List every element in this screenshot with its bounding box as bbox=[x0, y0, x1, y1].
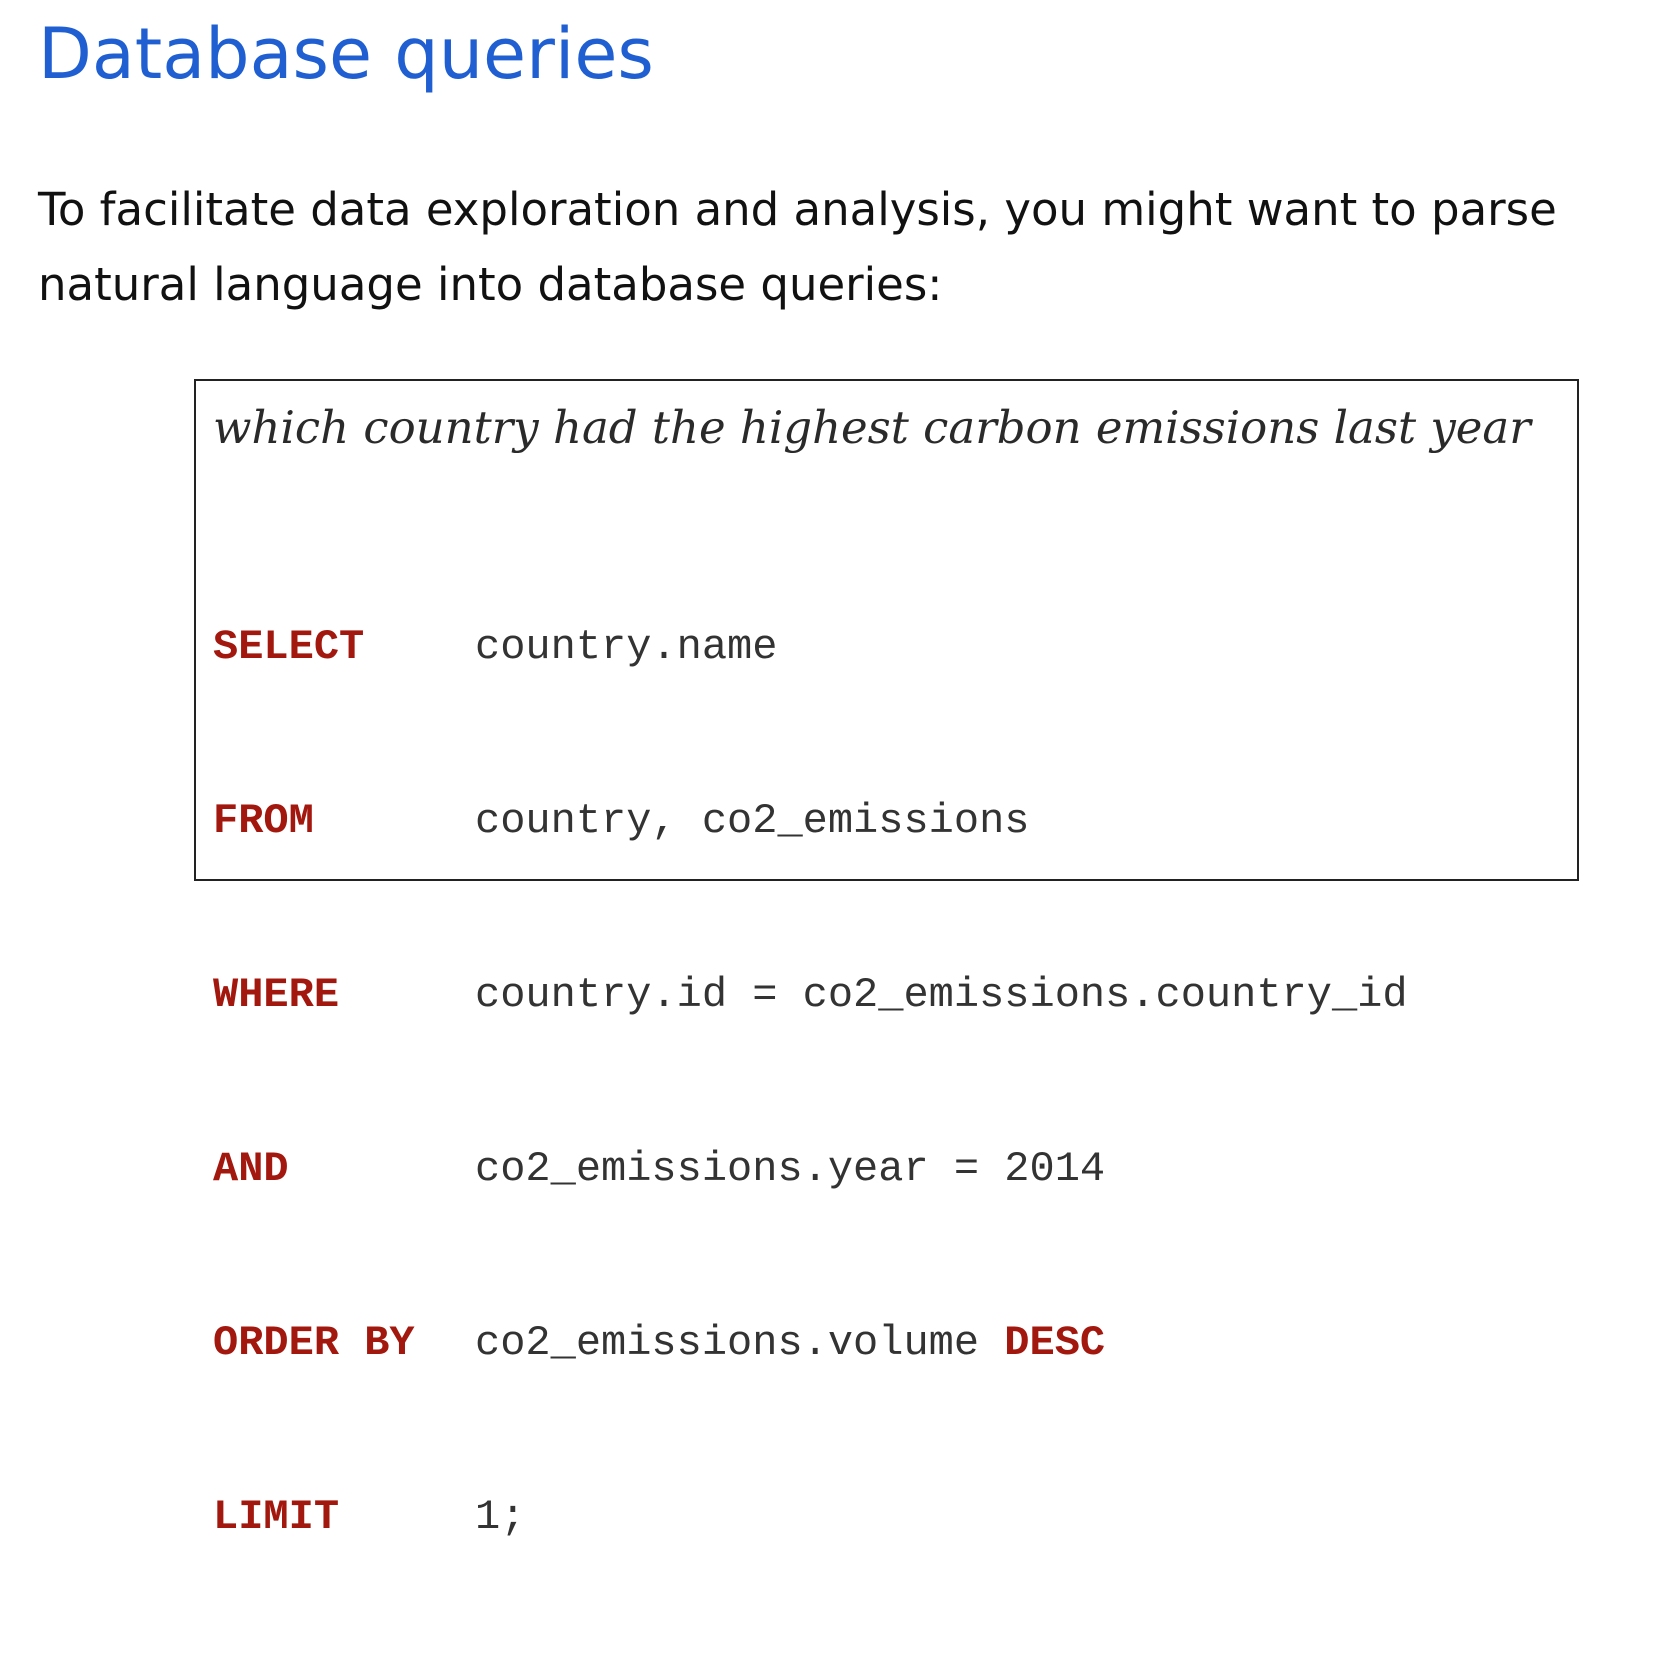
intro-paragraph: To facilitate data exploration and analy… bbox=[38, 172, 1658, 322]
sql-line-and: AND co2_emissions.year = 2014 bbox=[213, 1140, 1408, 1198]
query-example-box: which country had the highest carbon emi… bbox=[194, 379, 1579, 1541]
sql-keyword: WHERE bbox=[213, 971, 340, 1019]
sql-query: SELECT country.name FROM country, co2_em… bbox=[213, 502, 1408, 1662]
sql-line-limit: LIMIT 1; bbox=[213, 1488, 1408, 1546]
sql-line-order-by: ORDER BY co2_emissions.volume DESC bbox=[213, 1314, 1408, 1372]
sql-keyword: FROM bbox=[213, 797, 314, 845]
sql-keyword-desc: DESC bbox=[1004, 1319, 1106, 1367]
natural-language-question: which country had the highest carbon emi… bbox=[213, 401, 1531, 454]
sql-line-from: FROM country, co2_emissions bbox=[213, 792, 1408, 850]
sql-expression: country.id = co2_emissions.country_id bbox=[475, 971, 1408, 1019]
sql-keyword: SELECT bbox=[213, 623, 365, 671]
sql-expression: country, co2_emissions bbox=[475, 797, 1030, 845]
sql-expression: country.name bbox=[475, 623, 778, 671]
sql-keyword: ORDER BY bbox=[213, 1319, 415, 1367]
sql-keyword: AND bbox=[213, 1145, 289, 1193]
sql-expression: co2_emissions.year = 2014 bbox=[475, 1145, 1106, 1193]
intro-line-2: natural language into database queries: bbox=[38, 258, 943, 311]
sql-line-where: WHERE country.id = co2_emissions.country… bbox=[213, 966, 1408, 1024]
intro-line-1: To facilitate data exploration and analy… bbox=[38, 183, 1557, 236]
sql-expression: 1; bbox=[475, 1493, 526, 1541]
sql-expression: co2_emissions.volume bbox=[475, 1319, 1005, 1367]
sql-keyword: LIMIT bbox=[213, 1493, 340, 1541]
page-title: Database queries bbox=[38, 13, 654, 95]
sql-line-select: SELECT country.name bbox=[213, 618, 1408, 676]
